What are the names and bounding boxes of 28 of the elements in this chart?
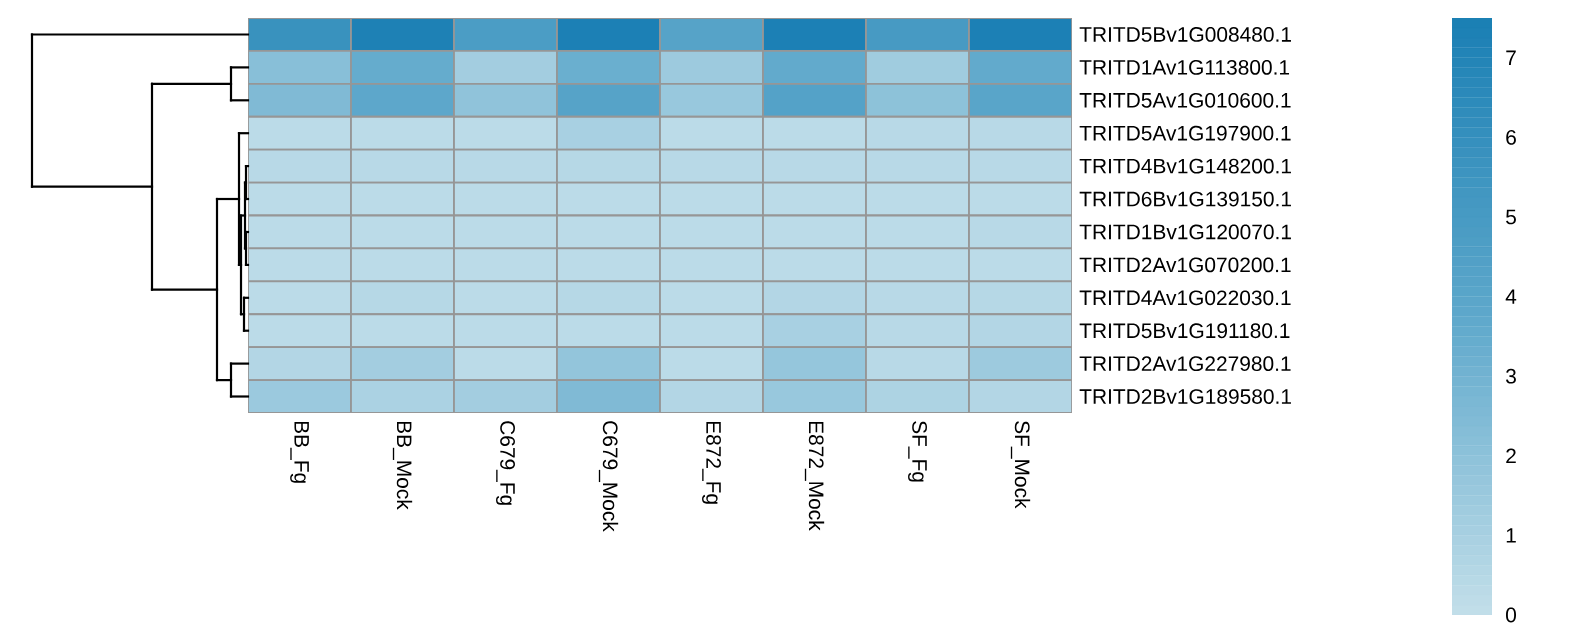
- y-tick-label: TRITD5Av1G197900.1: [1079, 125, 1291, 141]
- color-bar-label: 4: [1505, 289, 1517, 304]
- x-tick-label: C679_Fg: [496, 421, 515, 505]
- x-tick-label: E872_Mock: [804, 421, 825, 531]
- x-tick-label: C679_Mock: [598, 421, 619, 532]
- color-bar-label: 7: [1506, 50, 1516, 65]
- color-bar-label: 0: [1506, 607, 1516, 623]
- color-bar-label: 1: [1506, 528, 1516, 543]
- x-tick-label: BB_Fg: [290, 421, 309, 483]
- y-tick-label: TRITD2Av1G227980.1: [1079, 356, 1291, 372]
- y-tick-label: TRITD5Av1G010600.1: [1079, 92, 1291, 108]
- y-tick-label: TRITD1Av1G113800.1: [1079, 59, 1290, 75]
- color-bar-label: 2: [1506, 448, 1516, 464]
- color-bar-label: 5: [1506, 209, 1516, 225]
- color-bar-label: 3: [1505, 368, 1516, 384]
- x-tick-label: BB_Mock: [392, 421, 413, 510]
- x-tick-label: SF_Fg: [908, 421, 927, 482]
- y-tick-label: TRITD5Bv1G008480.1: [1079, 27, 1291, 42]
- y-tick-label: TRITD2Bv1G189580.1: [1079, 389, 1291, 404]
- y-tick-label: TRITD1Bv1G120070.1: [1079, 224, 1291, 240]
- y-tick-label: TRITD2Av1G070200.1: [1079, 257, 1291, 273]
- y-tick-label: TRITD5Bv1G191180.1: [1079, 323, 1290, 339]
- y-tick-label: TRITD4Av1G022030.1: [1079, 290, 1291, 306]
- x-tick-label: SF_Mock: [1010, 421, 1031, 509]
- y-tick-label: TRITD4Bv1G148200.1: [1079, 158, 1291, 174]
- x-tick-label: E872_Fg: [702, 421, 721, 504]
- y-tick-label: TRITD6Bv1G139150.1: [1079, 191, 1291, 207]
- color-bar-label: 6: [1506, 130, 1516, 145]
